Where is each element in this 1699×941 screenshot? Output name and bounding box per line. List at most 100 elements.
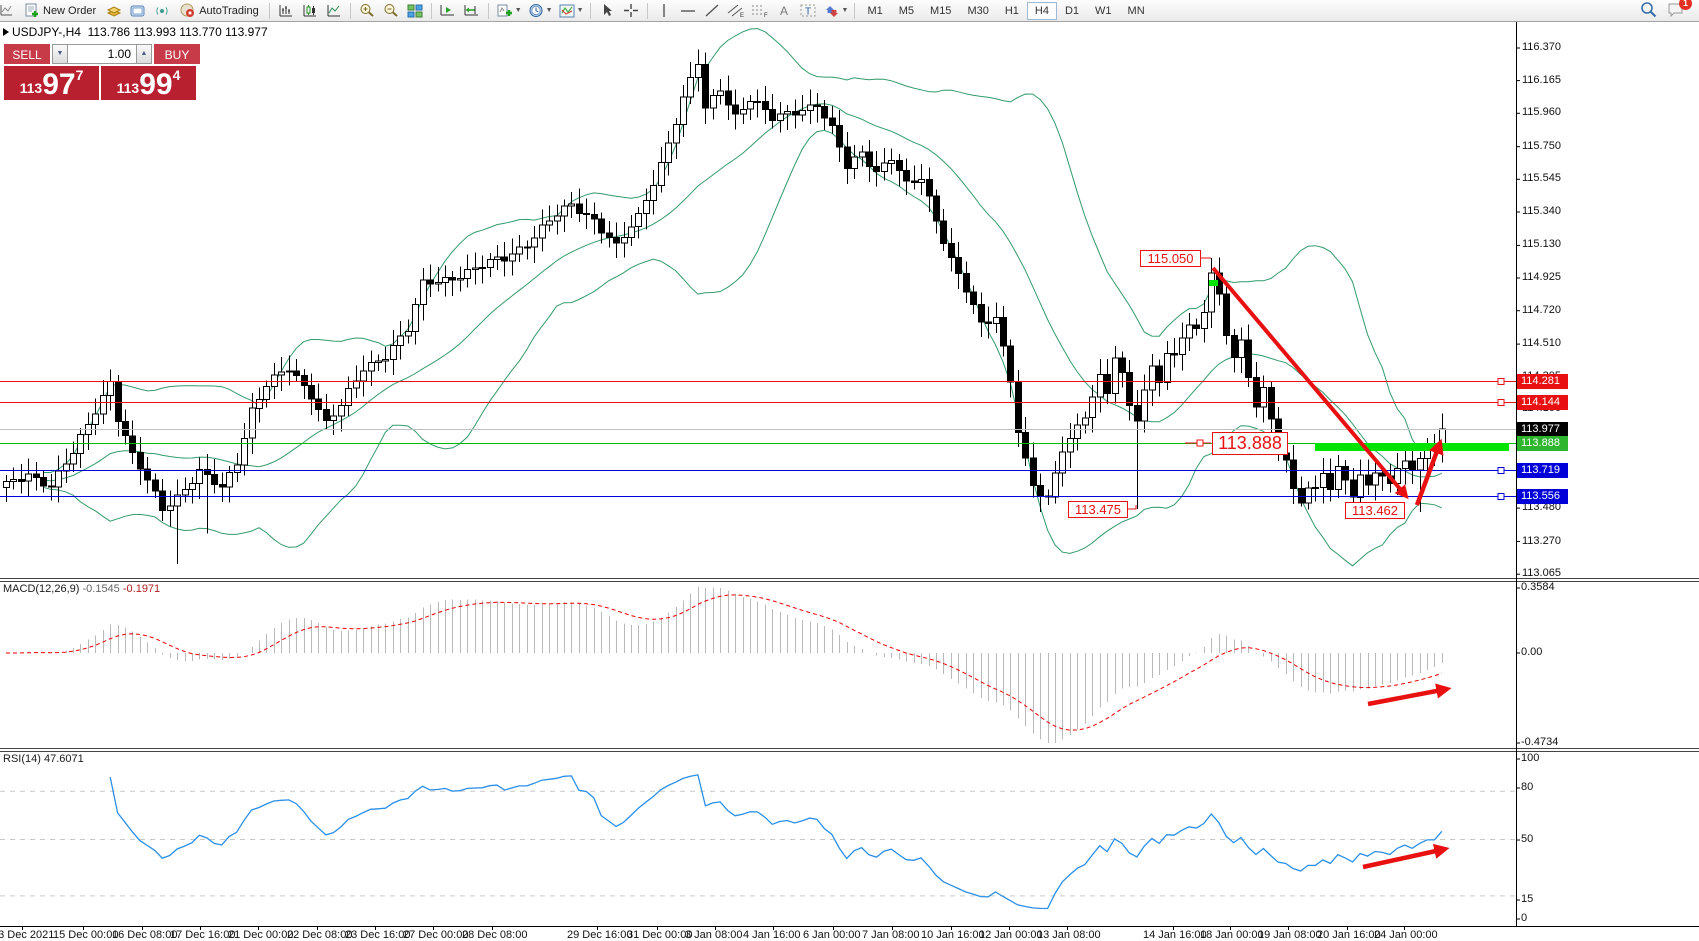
trend-arrow-1[interactable] [1211, 266, 1409, 500]
notifications-icon[interactable]: 1 [1667, 0, 1692, 20]
macd-indicator [6, 587, 1443, 743]
autotrading-icon [180, 3, 195, 17]
timeframe-button-m15[interactable]: M15 [922, 2, 959, 20]
horizontal-line-icon[interactable] [676, 1, 700, 20]
time-axis-label: 6 Jan 00:00 [803, 929, 861, 941]
price-tick-label: 116.165 [1522, 74, 1561, 86]
tile-windows-icon[interactable] [403, 1, 427, 20]
line-chart-icon[interactable] [322, 1, 346, 20]
level-line-anchor [1497, 493, 1505, 500]
trendline-icon[interactable] [700, 1, 724, 20]
crosshair-icon[interactable] [619, 1, 643, 20]
rsi-indicator [0, 774, 1516, 910]
price-tick-label: 113.270 [1522, 535, 1561, 547]
toolbar-separator [430, 2, 432, 19]
indicators-icon[interactable] [493, 1, 517, 20]
indicators-dropdown-caret[interactable]: ▼ [514, 7, 522, 14]
cursor-icon[interactable] [595, 1, 619, 20]
trend-arrow-3[interactable] [1367, 683, 1452, 707]
text-icon[interactable]: A [772, 1, 796, 20]
arrows-dropdown-caret[interactable]: ▼ [841, 7, 849, 14]
price-annotation-label[interactable]: 115.050 [1140, 250, 1201, 267]
level-line-anchor [1497, 467, 1505, 474]
annotation-anchor-square[interactable] [1196, 439, 1204, 447]
macd-value: -0.1545 [82, 583, 120, 595]
volume-field[interactable]: 1.00 [68, 44, 136, 64]
timeframe-button-h1[interactable]: H1 [997, 2, 1027, 20]
ask-prefix: 113 [116, 80, 140, 96]
periods-icon[interactable] [524, 1, 548, 20]
search-icon[interactable] [1640, 1, 1657, 21]
vertical-line-icon[interactable] [652, 1, 676, 20]
volume-decrease-button[interactable]: ▼ [52, 44, 68, 64]
time-axis-label: 23 Dec 16:00 [345, 929, 411, 941]
macd-axis-label: 0.3584 [1521, 581, 1555, 593]
price-annotation-label[interactable]: 113.475 [1068, 501, 1128, 518]
price-level-label[interactable]: 114.281 [1517, 374, 1568, 389]
auto-scroll-icon[interactable] [436, 1, 460, 20]
ohlc-close: 113.977 [225, 25, 268, 39]
macd-signal-value: -0.1971 [122, 583, 161, 595]
timeframe-button-d1[interactable]: D1 [1057, 2, 1087, 20]
time-axis-label: 17 Dec 16:00 [170, 929, 236, 941]
object-cursor-icon [3, 28, 9, 36]
ask-price-box[interactable]: 113 99 4 [101, 66, 196, 100]
macd-axis-label: 0.00 [1521, 646, 1543, 658]
chart-window-icon[interactable] [0, 1, 18, 20]
periods-dropdown-caret[interactable]: ▼ [545, 7, 553, 14]
bid-price-box[interactable]: 113 97 7 [4, 66, 99, 100]
chart-shift-icon[interactable] [460, 1, 484, 20]
timeframe-button-m5[interactable]: M5 [891, 2, 922, 20]
text-label-icon[interactable]: T [796, 1, 820, 20]
data-window-icon[interactable] [126, 1, 150, 20]
timeframe-button-w1[interactable]: W1 [1087, 2, 1120, 20]
toolbar-separator [349, 2, 351, 19]
equidistant-channel-icon[interactable]: E [724, 1, 748, 20]
time-axis-label: 20 Jan 16:00 [1317, 929, 1381, 941]
new-order-button[interactable]: New Order [18, 1, 102, 20]
candlestick-chart-icon[interactable] [298, 1, 322, 20]
autotrading-button[interactable]: AutoTrading [174, 1, 265, 20]
price-tick-label: 113.480 [1522, 501, 1561, 513]
toolbar-separator [589, 2, 591, 19]
timeframe-button-h4[interactable]: H4 [1026, 1, 1057, 20]
price-level-label[interactable]: 113.556 [1517, 489, 1568, 504]
price-level-label[interactable]: 113.719 [1517, 463, 1568, 478]
signals-icon[interactable] [150, 1, 174, 20]
zoom-out-icon[interactable] [379, 1, 403, 20]
zoom-in-icon[interactable] [355, 1, 379, 20]
volume-increase-button[interactable]: ▲ [136, 44, 152, 64]
price-tick-label: 116.370 [1522, 41, 1561, 53]
bar-chart-icon[interactable] [274, 1, 298, 20]
bollinger-middle-band [43, 103, 1443, 482]
templates-dropdown-caret[interactable]: ▼ [576, 7, 584, 14]
sell-button[interactable]: SELL [4, 44, 50, 64]
time-axis-label: 19 Jan 08:00 [1258, 929, 1322, 941]
fibonacci-icon[interactable]: F [748, 1, 772, 20]
time-axis-label: 29 Dec 16:00 [567, 929, 633, 941]
order-marker[interactable] [1209, 280, 1218, 286]
trend-arrow-2[interactable] [1414, 438, 1444, 506]
price-annotation-label[interactable]: 113.888 [1212, 432, 1288, 455]
trend-arrow-4[interactable] [1362, 843, 1450, 870]
timeframe-button-m1[interactable]: M1 [859, 2, 890, 20]
toolbar-separator [854, 2, 856, 19]
one-click-trade-panel: SELL ▼ 1.00 ▲ BUY 113 97 7 113 99 4 [4, 44, 200, 100]
price-level-label[interactable]: 113.888 [1517, 436, 1568, 451]
price-level-label[interactable]: 113.977 [1517, 422, 1568, 437]
timeframe-button-mn[interactable]: MN [1120, 2, 1153, 20]
buy-button[interactable]: BUY [154, 44, 200, 64]
market-watch-icon[interactable] [102, 1, 126, 20]
timeframe-button-m30[interactable]: M30 [959, 2, 996, 20]
price-annotation-label[interactable]: 113.462 [1345, 502, 1405, 519]
support-zone-bar[interactable] [1315, 443, 1509, 451]
price-level-label[interactable]: 114.144 [1517, 395, 1568, 410]
rsi-value: 47.6071 [43, 753, 84, 765]
macd-axis-label: -0.4734 [1521, 736, 1559, 748]
templates-icon[interactable] [555, 1, 579, 20]
arrows-icon[interactable] [820, 1, 844, 20]
time-axis-label: 22 Dec 08:00 [287, 929, 353, 941]
symbol-info: USDJPY-,H4 113.786 113.993 113.770 113.9… [12, 25, 268, 39]
time-axis-label: 12 Jan 00:00 [979, 929, 1043, 941]
